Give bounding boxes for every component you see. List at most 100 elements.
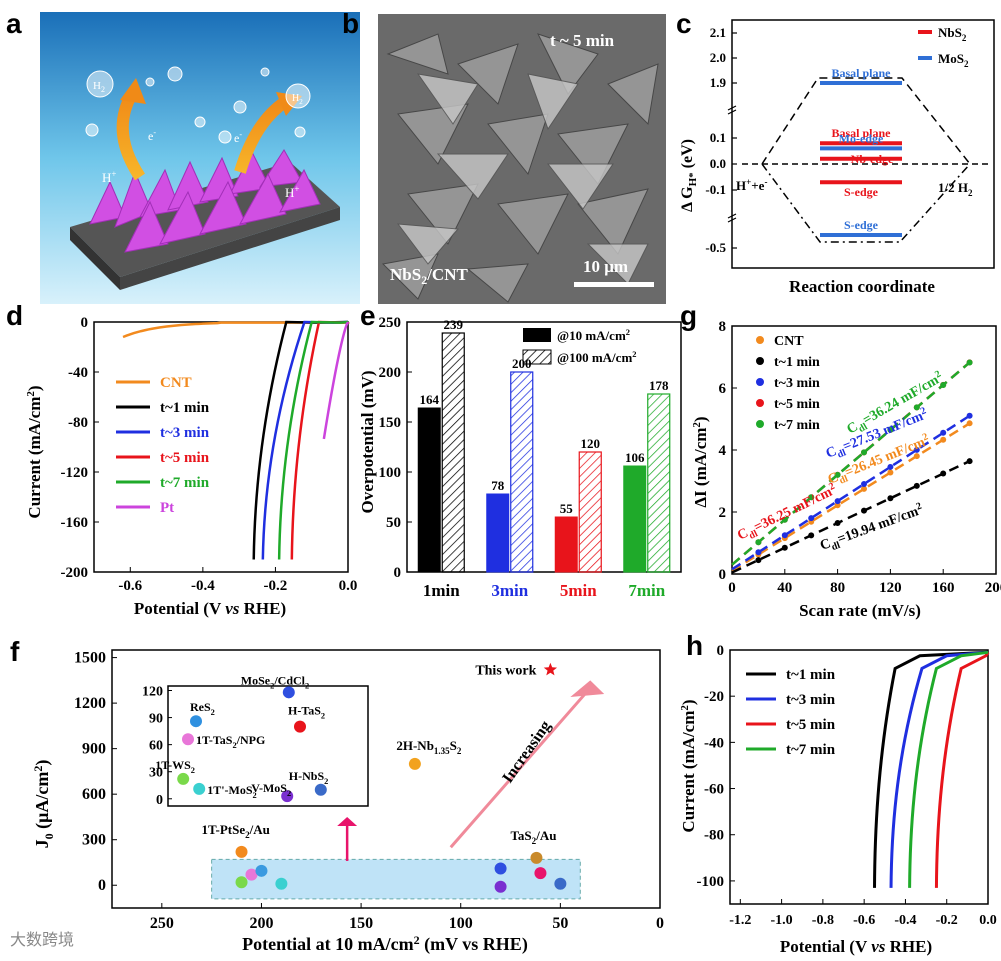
c-level-label: S-edge xyxy=(844,218,879,232)
f-data-point xyxy=(554,877,567,890)
f-xtick: 0 xyxy=(656,915,664,932)
g-data-point xyxy=(887,469,894,476)
sem-scale-bar xyxy=(574,282,654,287)
f-inset-point xyxy=(193,782,206,795)
electron-label-1: e- xyxy=(148,128,156,143)
h2-label-2: H2 xyxy=(292,93,303,106)
g-data-point xyxy=(887,426,894,433)
e-category-label: 1min xyxy=(423,581,460,600)
panel-e-chart: Overpotential (mV) 0 50 100 150 200 250 164 239… xyxy=(358,315,682,600)
g-data-point xyxy=(834,471,841,478)
h-ytick: 0 xyxy=(717,643,725,659)
d-series-line xyxy=(261,320,349,560)
c-ytick: 2.1 xyxy=(710,25,726,40)
g-ytick: 8 xyxy=(719,319,727,335)
f-inset-ytick: 90 xyxy=(149,712,163,727)
f-data-point xyxy=(494,880,507,893)
h-xtick: -0.2 xyxy=(936,913,958,928)
f-inset-pointer-head xyxy=(337,816,358,827)
c-legend-mos2: MoS2 xyxy=(938,51,969,69)
h-series-line xyxy=(908,650,989,888)
g-data-point xyxy=(913,446,920,453)
proton-label-2: H+ xyxy=(285,184,299,200)
g-xtick: 80 xyxy=(830,580,845,596)
panel-label-d: d xyxy=(6,300,24,331)
e-legend-label-100: @100 mA/cm2 xyxy=(557,349,637,365)
h-series-line xyxy=(873,650,989,888)
f-inset-point xyxy=(177,772,190,785)
panel-b-sem-image: t ~ 5 min NbS2/CNT 10 μm xyxy=(378,14,666,304)
panel-label-h: h xyxy=(686,630,704,661)
panel-label-f: f xyxy=(10,636,20,667)
f-data-point xyxy=(534,867,547,880)
c-ytick: 2.0 xyxy=(710,50,726,65)
c-level-label: S-edge xyxy=(844,185,879,199)
e-category-label: 5min xyxy=(560,581,597,600)
g-data-point xyxy=(966,420,973,427)
f-data-point xyxy=(494,862,507,875)
c-level-label: Mo-edge xyxy=(839,131,884,145)
f-xtick: 150 xyxy=(349,915,373,932)
e-ylabel: Overpotential (mV) xyxy=(358,370,377,513)
panel-d-chart: Current (mA/cm2) Potential (V vs RHE) -0… xyxy=(25,315,357,618)
e-bar-100 xyxy=(510,371,534,573)
panel-label-g: g xyxy=(680,300,698,331)
f-ytick: 1200 xyxy=(74,695,106,712)
d-legend-label: Pt xyxy=(160,500,174,516)
g-xlabel: Scan rate (mV/s) xyxy=(799,601,921,620)
g-ytick: 6 xyxy=(719,381,727,397)
c-legend-nbs2: NbS2 xyxy=(938,25,967,43)
f-inset-point xyxy=(190,715,202,728)
h-series-line xyxy=(934,651,990,888)
c-right-label: 1/2 H2 xyxy=(938,180,973,198)
proton-label-1: H+ xyxy=(102,169,116,185)
f-xlabel: Potential at 10 mA/cm2 (mV vs RHE) xyxy=(242,933,528,955)
e-category-label: 7min xyxy=(628,581,665,600)
f-ytick: 1500 xyxy=(74,650,106,667)
g-xtick: 0 xyxy=(728,580,736,596)
e-legend-swatch-10 xyxy=(523,328,551,342)
d-ytick: -120 xyxy=(61,465,89,481)
g-data-point xyxy=(913,453,920,460)
f-inset-label: 1T'-MoS2 xyxy=(207,783,257,800)
g-data-point xyxy=(834,502,841,509)
f-inset-ytick: 120 xyxy=(142,685,163,700)
e-legend-label-10: @10 mA/cm2 xyxy=(557,327,630,343)
d-ylabel: Current (mA/cm2) xyxy=(25,385,44,518)
g-legend-label: CNT xyxy=(774,334,804,349)
f-inset-point xyxy=(314,783,327,796)
h-legend-label: t~5 min xyxy=(786,717,836,733)
f-increasing-arrowhead xyxy=(570,680,605,698)
g-data-point xyxy=(834,498,841,505)
f-inset-label: ReS2 xyxy=(190,700,215,717)
g-xtick: 40 xyxy=(777,580,792,596)
f-increasing-arrow xyxy=(449,686,592,849)
h-ytick: -80 xyxy=(704,828,724,844)
f-data-point xyxy=(530,851,543,864)
g-data-point xyxy=(755,539,762,546)
e-category-label: 3min xyxy=(491,581,528,600)
g-data-point xyxy=(966,359,973,366)
f-data-point xyxy=(255,864,268,877)
g-data-point xyxy=(808,515,815,522)
f-inset-point xyxy=(282,686,295,699)
e-legend-swatch-100 xyxy=(522,349,552,365)
g-fit-line xyxy=(731,361,971,566)
g-data-point xyxy=(887,495,894,502)
h-series-line xyxy=(889,650,989,888)
f-point-label: TaS2/Au xyxy=(510,828,556,846)
d-plot-frame xyxy=(93,321,349,573)
e-ytick: 100 xyxy=(379,465,402,481)
g-data-point xyxy=(940,381,947,388)
g-data-point xyxy=(755,549,762,556)
h-ytick: -40 xyxy=(704,735,724,751)
c-level-label: Basal plane xyxy=(831,126,891,140)
d-ytick: -160 xyxy=(61,515,89,531)
d-xlabel: Potential (V vs RHE) xyxy=(134,599,286,618)
d-xtick: -0.4 xyxy=(191,578,215,594)
c-left-label: H++e- xyxy=(736,177,767,193)
f-ytick: 600 xyxy=(82,786,106,803)
f-inset-label: 1T-TaS2/NPG xyxy=(196,733,265,750)
f-inset-label: H-TaS2 xyxy=(288,704,325,721)
g-data-point xyxy=(940,436,947,443)
